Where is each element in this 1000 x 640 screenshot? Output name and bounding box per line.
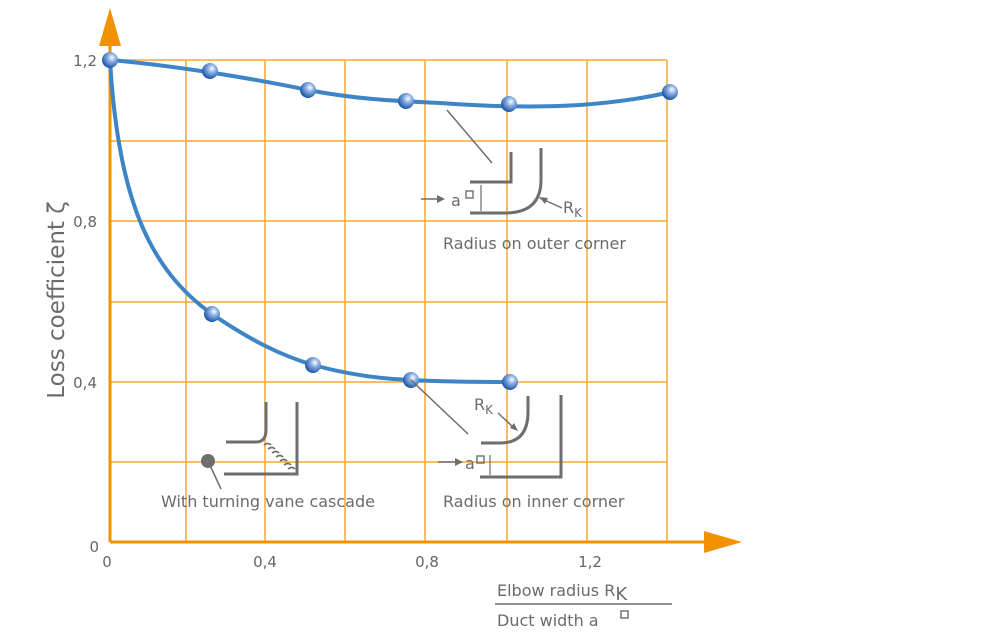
diagram-a-label: a	[451, 191, 461, 210]
turning-vane-caption: With turning vane cascade	[161, 492, 375, 511]
y-axis-label: Loss coefficient ζ	[44, 201, 70, 398]
outer-corner-diagram	[421, 109, 563, 215]
y-tick: 0	[89, 538, 99, 556]
outer-corner-caption: Radius on outer corner	[443, 234, 626, 253]
data-point	[502, 374, 518, 390]
data-point	[102, 52, 118, 68]
diagram-a-label: a	[465, 454, 475, 473]
data-point	[300, 82, 316, 98]
y-axis-arrow-icon	[99, 8, 121, 46]
diagram-rk-label: RK	[563, 198, 583, 220]
x-axis-label: Elbow radius RK Duct width a	[495, 581, 672, 630]
outer-corner-markers	[102, 52, 678, 112]
square-icon	[620, 610, 629, 619]
diagram-rk-label: RK	[474, 395, 494, 417]
y-tick: 0,4	[73, 374, 97, 392]
axes	[99, 8, 742, 553]
data-point	[204, 306, 220, 322]
outer-corner-curve	[109, 58, 671, 109]
square-icon	[465, 190, 474, 199]
inner-corner-diagram	[410, 379, 563, 479]
grid	[110, 59, 668, 542]
data-point	[202, 63, 218, 79]
data-point	[398, 93, 414, 109]
inner-corner-curve	[108, 59, 511, 384]
x-tick: 0,4	[253, 553, 277, 571]
y-tick: 0,8	[73, 213, 97, 231]
x-label-denominator: Duct width a	[497, 611, 599, 630]
inner-corner-markers	[204, 306, 518, 390]
data-point	[305, 357, 321, 373]
x-tick: 0	[102, 553, 112, 571]
square-icon	[476, 455, 485, 464]
turning-vane-marker-icon	[201, 454, 215, 468]
y-tick: 1,2	[73, 52, 97, 70]
data-point	[662, 84, 678, 100]
x-tick: 0,8	[415, 553, 439, 571]
x-axis-arrow-icon	[704, 531, 742, 553]
x-tick: 1,2	[578, 553, 602, 571]
inner-corner-caption: Radius on inner corner	[443, 492, 625, 511]
x-label-numerator: Elbow radius RK	[497, 581, 628, 605]
data-point	[501, 96, 517, 112]
turning-vane-diagram	[207, 402, 299, 490]
